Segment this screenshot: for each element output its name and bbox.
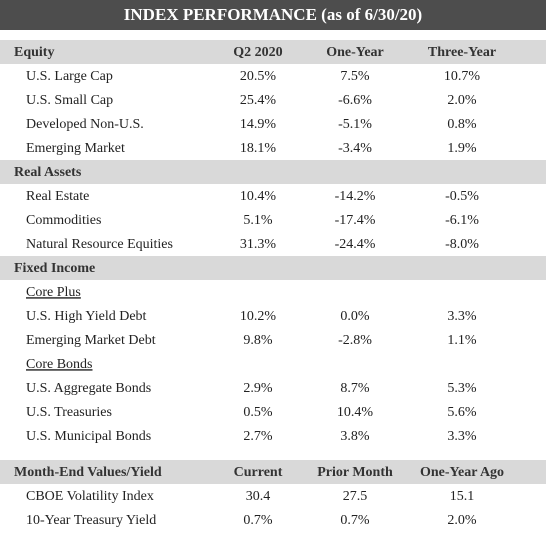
cell-value: 20.5% [240, 69, 277, 84]
row-label: CBOE Volatility Index [26, 489, 154, 504]
section-header: Month-End Values/Yield [14, 465, 162, 480]
row-label: 10-Year Treasury Yield [26, 513, 156, 528]
cell-value: 3.3% [447, 309, 477, 324]
section-header: Equity [14, 45, 54, 60]
cell-value: -3.4% [338, 141, 372, 156]
row-label: U.S. Municipal Bonds [26, 429, 151, 444]
cell-value: -2.8% [338, 333, 372, 348]
cell-value: 9.8% [243, 333, 273, 348]
column-header: One-Year Ago [420, 465, 504, 480]
cell-value: 18.1% [240, 141, 277, 156]
cell-value: 1.1% [447, 333, 477, 348]
cell-value: 5.3% [447, 381, 477, 396]
row-label: U.S. Large Cap [26, 69, 113, 84]
cell-value: 1.9% [447, 141, 477, 156]
cell-value: -8.0% [445, 237, 479, 252]
title-bar [0, 0, 546, 30]
column-header: Three-Year [428, 45, 496, 60]
cell-value: 5.1% [243, 213, 273, 228]
cell-value: 0.5% [243, 405, 273, 420]
cell-value: 15.1 [450, 489, 475, 504]
row-label: U.S. Aggregate Bonds [26, 381, 151, 396]
cell-value: -14.2% [335, 189, 376, 204]
cell-value: 14.9% [240, 117, 277, 132]
cell-value: 25.4% [240, 93, 277, 108]
section-header-bar [0, 460, 546, 484]
cell-value: 8.7% [340, 381, 370, 396]
row-label: Developed Non-U.S. [26, 117, 144, 132]
cell-value: 2.9% [243, 381, 273, 396]
row-label: Natural Resource Equities [26, 237, 173, 252]
title: INDEX PERFORMANCE (as of 6/30/20) [124, 5, 422, 24]
column-header: Current [234, 465, 283, 480]
cell-value: 2.0% [447, 513, 477, 528]
section-header: Fixed Income [14, 261, 95, 276]
cell-value: 10.4% [337, 405, 374, 420]
cell-value: -24.4% [335, 237, 376, 252]
row-label: U.S. Treasuries [26, 405, 112, 420]
cell-value: 0.7% [243, 513, 273, 528]
row-label: U.S. Small Cap [26, 93, 113, 108]
section-header: Real Assets [14, 165, 82, 180]
cell-value: 10.7% [444, 69, 481, 84]
column-header: One-Year [326, 45, 384, 60]
cell-value: 27.5 [343, 489, 368, 504]
column-header: Q2 2020 [233, 45, 282, 60]
cell-value: 2.0% [447, 93, 477, 108]
cell-value: 3.8% [340, 429, 370, 444]
cell-value: 3.3% [447, 429, 477, 444]
row-label: Emerging Market Debt [26, 333, 156, 348]
cell-value: -5.1% [338, 117, 372, 132]
cell-value: 0.0% [340, 309, 370, 324]
cell-value: 0.8% [447, 117, 477, 132]
cell-value: 5.6% [447, 405, 477, 420]
section-header-bar [0, 256, 546, 280]
cell-value: 31.3% [240, 237, 277, 252]
section-header-bar [0, 40, 546, 64]
cell-value: 10.2% [240, 309, 277, 324]
section-header-bar [0, 160, 546, 184]
row-label: Emerging Market [26, 141, 125, 156]
cell-value: -6.6% [338, 93, 372, 108]
column-header: Prior Month [317, 465, 393, 480]
row-label: U.S. High Yield Debt [26, 309, 147, 324]
cell-value: 30.4 [246, 489, 271, 504]
subheading: Core Bonds [26, 357, 93, 372]
cell-value: 10.4% [240, 189, 277, 204]
cell-value: -0.5% [445, 189, 479, 204]
row-label: Commodities [26, 213, 101, 228]
cell-value: -17.4% [335, 213, 376, 228]
subheading: Core Plus [26, 285, 81, 300]
row-label: Real Estate [26, 189, 89, 204]
cell-value: -6.1% [445, 213, 479, 228]
cell-value: 0.7% [340, 513, 370, 528]
cell-value: 2.7% [243, 429, 273, 444]
cell-value: 7.5% [340, 69, 370, 84]
